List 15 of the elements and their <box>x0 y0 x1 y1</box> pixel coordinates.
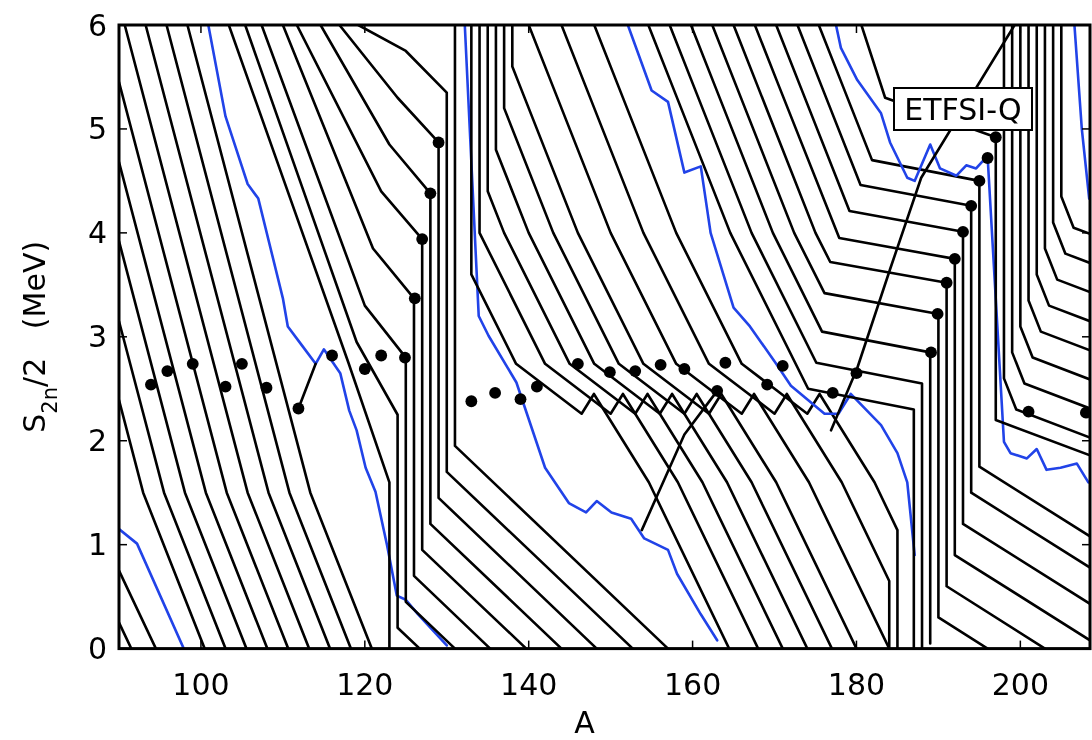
y-tick-label: 3 <box>87 319 107 355</box>
x-tick-label: 120 <box>336 666 394 702</box>
annotation: ETFSI-Q <box>904 91 1022 127</box>
y-tick-label: 4 <box>87 215 107 251</box>
x-tick-label: 140 <box>500 666 558 702</box>
y-tick-label: 6 <box>87 7 107 43</box>
y-tick-label: 2 <box>87 423 107 459</box>
x-tick-label: 160 <box>663 666 722 702</box>
y-tick-label: 5 <box>87 111 107 147</box>
y-tick-label: 0 <box>87 631 107 667</box>
y-tick-label: 1 <box>87 527 107 563</box>
x-tick-label: 180 <box>827 666 886 702</box>
x-axis-title: A <box>574 704 596 740</box>
x-tick-label: 200 <box>991 666 1049 702</box>
x-tick-label: 100 <box>172 666 230 702</box>
